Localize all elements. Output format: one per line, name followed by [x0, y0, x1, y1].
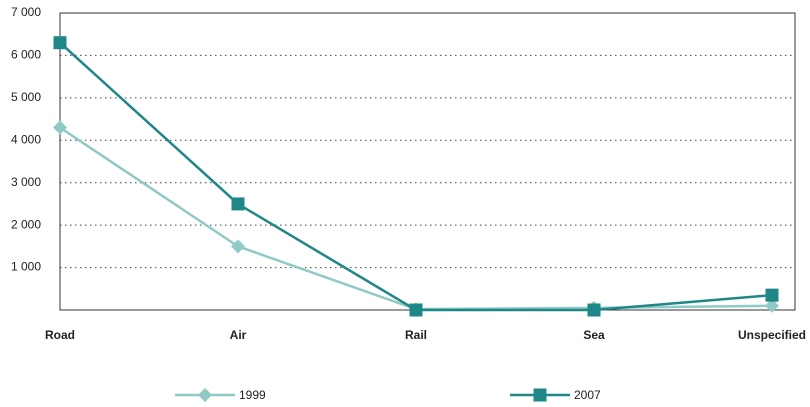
data-point: [231, 197, 245, 211]
series-line: [59, 126, 773, 311]
y-tick-label: 5 000: [11, 90, 41, 104]
data-point: [53, 120, 67, 135]
data-point: [231, 239, 245, 254]
legend-label: 2007: [574, 388, 601, 402]
x-tick-label: Air: [230, 328, 247, 342]
x-tick-label: Rail: [405, 328, 427, 342]
y-tick-label: 4 000: [11, 132, 41, 146]
legend-marker: [198, 388, 212, 402]
y-tick-label: 6 000: [11, 48, 41, 62]
data-point: [765, 298, 779, 313]
x-tick-label: Sea: [583, 328, 605, 342]
data-point: [587, 303, 601, 317]
y-tick-label: 7 000: [11, 5, 41, 19]
legend-label: 1999: [239, 388, 266, 402]
data-point: [409, 303, 423, 317]
legend-marker: [533, 388, 547, 402]
plot-frame: [59, 12, 796, 311]
x-tick-label: Road: [45, 328, 75, 342]
data-point: [53, 36, 67, 50]
y-tick-label: 2 000: [11, 217, 41, 231]
x-tick-label: Unspecified: [738, 328, 806, 342]
y-tick-label: 3 000: [11, 175, 41, 189]
series-line: [59, 41, 773, 312]
y-tick-label: 1 000: [11, 260, 41, 274]
data-point: [765, 288, 779, 302]
